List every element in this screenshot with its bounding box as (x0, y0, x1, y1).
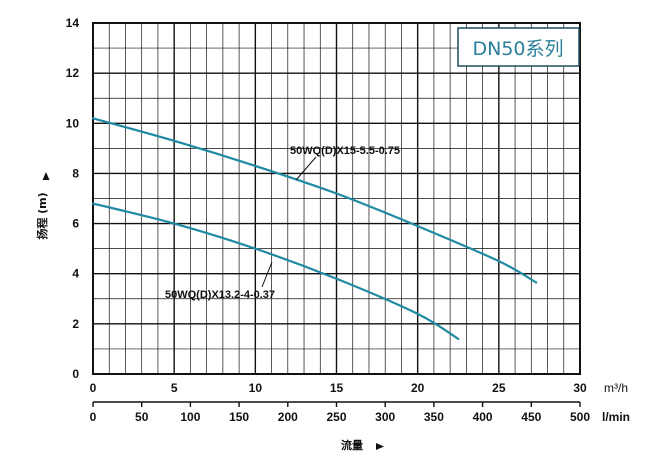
curves (91, 117, 538, 340)
y-tick-label: 8 (72, 166, 79, 180)
x2-tick-label: 500 (570, 410, 590, 424)
y-axis-arrow-icon (42, 172, 50, 180)
x2-tick-label: 450 (521, 410, 541, 424)
y-tick-label: 6 (72, 217, 79, 231)
x-tick-label: 25 (492, 381, 506, 395)
x-axis-arrow-icon (376, 443, 384, 450)
x2-tick-label: 300 (375, 410, 395, 424)
curve-series-1 (91, 117, 538, 284)
x2-tick-labels: 0 50 100 150 200 250 300 350 400 450 500 (90, 401, 590, 424)
x2-tick-label: 200 (278, 410, 298, 424)
x-tick-label: 20 (411, 381, 425, 395)
chart-title: DN50系列 (472, 38, 563, 60)
x-tick-label: 0 (90, 381, 97, 395)
x2-tick-label: 350 (424, 410, 444, 424)
x-tick-label: 30 (573, 381, 587, 395)
x2-tick-label: 400 (473, 410, 493, 424)
title-badge-box (457, 27, 580, 67)
curve-label-2: 50WQ(D)X13.2-4-0.37 (165, 289, 275, 301)
y-tick-labels: 0 2 4 6 8 10 12 14 (66, 16, 80, 381)
x2-tick-label: 50 (135, 410, 149, 424)
y-tick-label: 12 (66, 66, 80, 80)
x-axis-title: 流量 (341, 438, 363, 452)
y-tick-label: 4 (72, 267, 79, 281)
x2-tick-label: 250 (326, 410, 346, 424)
curve-label-1-leader (295, 156, 317, 181)
x-tick-label: 10 (249, 381, 263, 395)
plot-frame (92, 22, 581, 375)
y-tick-label: 0 (72, 367, 79, 381)
grid (92, 22, 581, 375)
x2-tick-label: 0 (90, 410, 97, 424)
curve-series-2 (91, 202, 460, 340)
x-tick-labels: 0 5 10 15 20 25 30 (90, 381, 587, 395)
curve-label-2-leader (261, 261, 273, 288)
y-axis-title: 扬程 (m) (35, 192, 49, 239)
x-unit-label: m³/h (604, 381, 628, 395)
x-tick-label: 15 (330, 381, 344, 395)
x2-unit-label: l/min (602, 410, 630, 424)
x2-tick-label: 150 (229, 410, 249, 424)
x-tick-label: 5 (171, 381, 178, 395)
y-tick-label: 10 (66, 116, 80, 130)
curve-label-1: 50WQ(D)X15-5.5-0.75 (290, 145, 400, 157)
y-tick-label: 14 (66, 16, 80, 30)
y-tick-label: 2 (72, 317, 79, 331)
x2-tick-label: 100 (180, 410, 200, 424)
